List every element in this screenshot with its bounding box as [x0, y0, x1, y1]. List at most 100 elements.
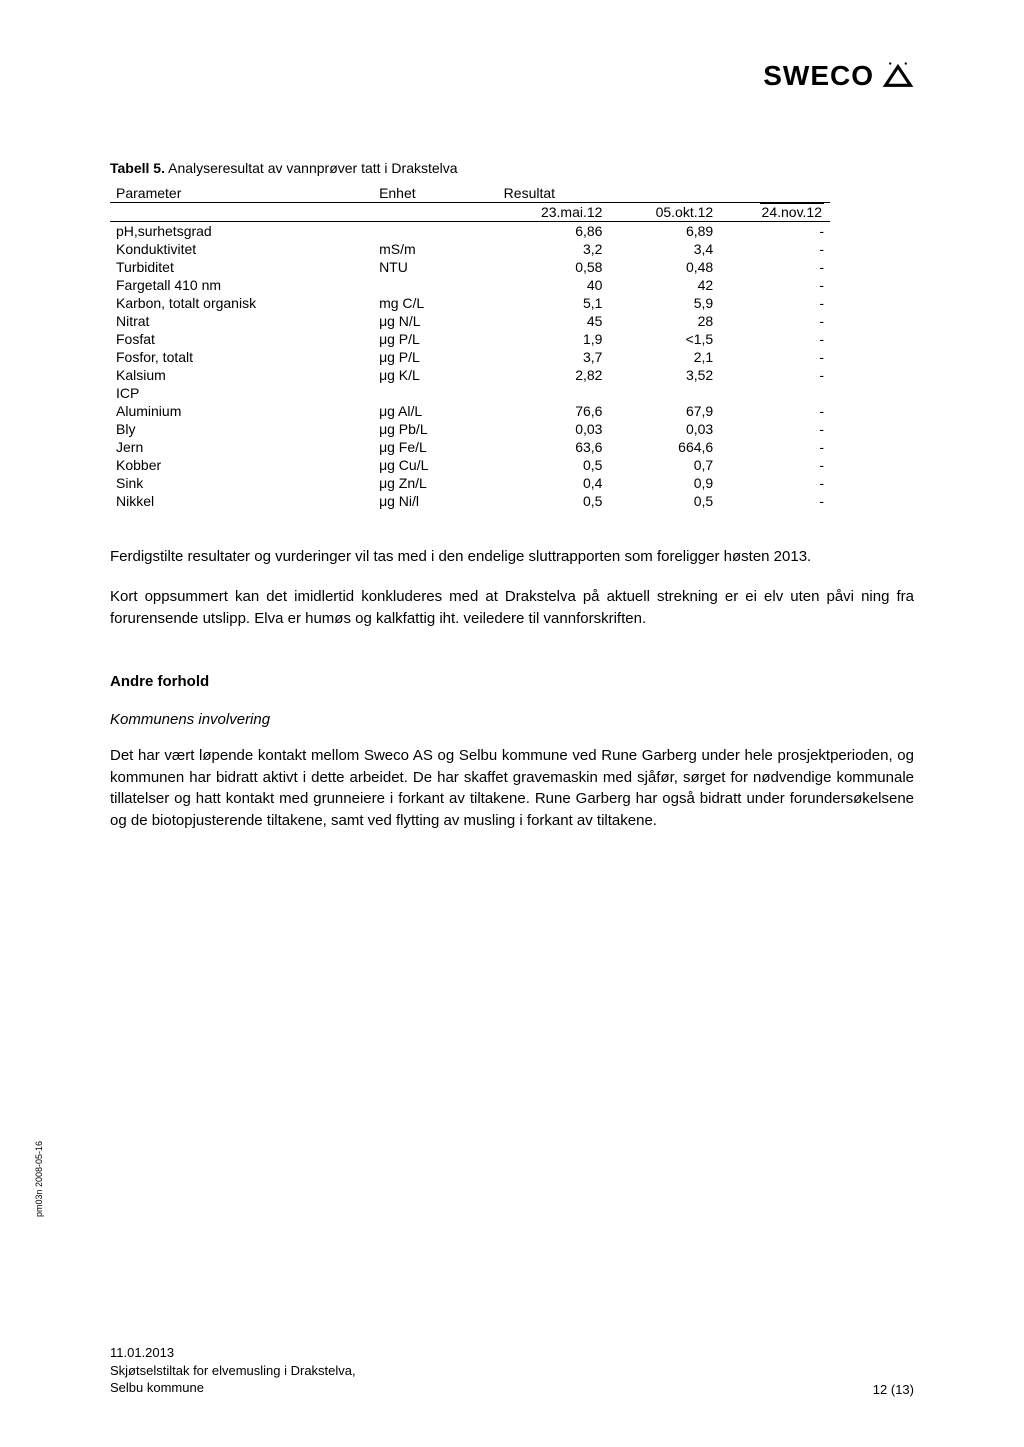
cell-v1: 1,9 [498, 330, 609, 348]
cell-v3: - [719, 420, 830, 438]
cell-param: Karbon, totalt organisk [110, 294, 373, 312]
cell-v1: 0,4 [498, 474, 609, 492]
cell-v1: 0,03 [498, 420, 609, 438]
cell-v1: 2,82 [498, 366, 609, 384]
cell-v1: 45 [498, 312, 609, 330]
cell-v1: 0,58 [498, 258, 609, 276]
cell-param: Kobber [110, 456, 373, 474]
cell-unit: mS/m [373, 240, 498, 258]
cell-v3: - [719, 492, 830, 510]
cell-v2: 0,03 [608, 420, 719, 438]
cell-param: Fargetall 410 nm [110, 276, 373, 294]
cell-v1: 5,1 [498, 294, 609, 312]
table-row: Sinkμg Zn/L0,40,9- [110, 474, 830, 492]
cell-v2 [608, 384, 719, 402]
table-header-2: 23.mai.12 05.okt.12 24.nov.12 [110, 203, 830, 222]
cell-unit: NTU [373, 258, 498, 276]
footer-date: 11.01.2013 [110, 1344, 356, 1362]
cell-param: Bly [110, 420, 373, 438]
cell-v3: - [719, 402, 830, 420]
cell-param: Turbiditet [110, 258, 373, 276]
cell-param: ICP [110, 384, 373, 402]
results-table: Parameter Enhet Resultat 23.mai.12 05.ok… [110, 184, 830, 510]
cell-unit: μg N/L [373, 312, 498, 330]
cell-unit: μg Zn/L [373, 474, 498, 492]
cell-v3: - [719, 330, 830, 348]
table-caption-rest: Analyseresultat av vannprøver tatt i Dra… [165, 160, 458, 176]
table-row: Nitratμg N/L4528- [110, 312, 830, 330]
cell-v1 [498, 384, 609, 402]
cell-v2: 3,52 [608, 366, 719, 384]
cell-v2: 0,5 [608, 492, 719, 510]
cell-param: Fosfat [110, 330, 373, 348]
cell-param: pH,surhetsgrad [110, 222, 373, 241]
table-row: Kobberμg Cu/L0,50,7- [110, 456, 830, 474]
table-row: pH,surhetsgrad 6,866,89- [110, 222, 830, 241]
footer-line-1: Skjøtselstiltak for elvemusling i Drakst… [110, 1362, 356, 1380]
section-title-andre: Andre forhold [110, 671, 914, 693]
table-row: Fosfor, totaltμg P/L3,72,1- [110, 348, 830, 366]
cell-unit: μg K/L [373, 366, 498, 384]
logo: SWECO [763, 60, 914, 92]
th-date-3: 24.nov.12 [760, 204, 824, 220]
cell-unit: μg P/L [373, 330, 498, 348]
cell-v3: - [719, 276, 830, 294]
cell-v2: 5,9 [608, 294, 719, 312]
table-row: ICP [110, 384, 830, 402]
cell-v2: 28 [608, 312, 719, 330]
table-row: Blyμg Pb/L0,030,03- [110, 420, 830, 438]
cell-v3 [719, 384, 830, 402]
side-label: pm03n 2008-05-16 [34, 1141, 44, 1217]
table-caption: Tabell 5. Analyseresultat av vannprøver … [110, 160, 914, 176]
cell-param: Nikkel [110, 492, 373, 510]
table-row: Aluminiumμg Al/L76,667,9- [110, 402, 830, 420]
cell-param: Jern [110, 438, 373, 456]
cell-unit: μg Ni/l [373, 492, 498, 510]
cell-v3: - [719, 258, 830, 276]
cell-param: Fosfor, totalt [110, 348, 373, 366]
cell-v3: - [719, 438, 830, 456]
cell-v3: - [719, 240, 830, 258]
section-subtitle-kommunens: Kommunens involvering [110, 709, 914, 731]
table-row: Kalsiumμg K/L2,823,52- [110, 366, 830, 384]
footer-line-2: Selbu kommune [110, 1379, 356, 1397]
table-row: TurbiditetNTU0,580,48- [110, 258, 830, 276]
table-row: Nikkelμg Ni/l0,50,5- [110, 492, 830, 510]
paragraph-1: Ferdigstilte resultater og vurderinger v… [110, 546, 914, 568]
cell-v1: 3,7 [498, 348, 609, 366]
cell-unit [373, 384, 498, 402]
cell-unit: mg C/L [373, 294, 498, 312]
cell-unit: μg Al/L [373, 402, 498, 420]
th-result: Resultat [498, 184, 720, 203]
cell-v2: 6,89 [608, 222, 719, 241]
cell-v3: - [719, 348, 830, 366]
cell-v1: 0,5 [498, 492, 609, 510]
cell-v1: 76,6 [498, 402, 609, 420]
cell-v2: <1,5 [608, 330, 719, 348]
cell-v3: - [719, 222, 830, 241]
cell-param: Aluminium [110, 402, 373, 420]
cell-v2: 3,4 [608, 240, 719, 258]
logo-text: SWECO [763, 60, 874, 92]
cell-unit [373, 222, 498, 241]
cell-v3: - [719, 366, 830, 384]
footer: 11.01.2013 Skjøtselstiltak for elvemusli… [110, 1344, 914, 1397]
cell-v2: 2,1 [608, 348, 719, 366]
footer-page: 12 (13) [873, 1382, 914, 1397]
cell-v2: 42 [608, 276, 719, 294]
cell-v2: 0,9 [608, 474, 719, 492]
table-body: pH,surhetsgrad6,866,89-KonduktivitetmS/m… [110, 222, 830, 511]
th-param: Parameter [110, 184, 373, 203]
cell-v3: - [719, 474, 830, 492]
cell-v1: 0,5 [498, 456, 609, 474]
table-row: Karbon, totalt organiskmg C/L5,15,9- [110, 294, 830, 312]
cell-v2: 664,6 [608, 438, 719, 456]
cell-param: Konduktivitet [110, 240, 373, 258]
cell-v1: 6,86 [498, 222, 609, 241]
cell-v3: - [719, 294, 830, 312]
th-unit: Enhet [373, 184, 498, 203]
cell-unit [373, 276, 498, 294]
th-date-1: 23.mai.12 [498, 203, 609, 222]
table-row: Jernμg Fe/L63,6664,6- [110, 438, 830, 456]
cell-v2: 0,48 [608, 258, 719, 276]
